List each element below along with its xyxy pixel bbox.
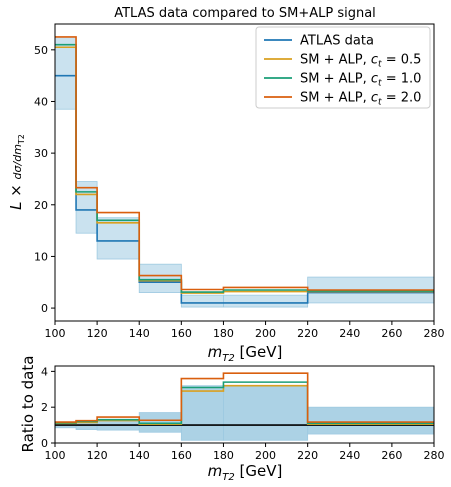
x-tick-label: 220 [297,449,318,462]
main-y-ticks: 0 10 20 30 40 50 [34,44,55,315]
ratio-series-layer [55,372,434,425]
ratio-x-ticks: 100 120 140 160 180 200 220 240 260 280 [45,443,445,462]
y-tick-label: 10 [34,250,48,263]
y-tick-label: 30 [34,147,48,160]
main-x-ticks: 100 120 140 160 180 200 220 240 260 280 [45,321,445,340]
y-tick-label: 20 [34,199,48,212]
legend-label-2: SM + ALP, ct = 1.0 [300,72,421,89]
x-tick-label: 160 [171,449,192,462]
legend-label-1: SM + ALP, ct = 0.5 [300,53,421,70]
main-title: ATLAS data compared to SM+ALP signal [114,6,376,21]
legend-box [255,26,431,109]
x-tick-label: 180 [213,327,234,340]
data-uncertainty-band [96,217,140,260]
data-uncertainty-band [180,294,224,308]
y-tick-label: 0 [41,437,48,450]
main-plot-frame [54,23,435,322]
x-tick-label: 140 [129,327,150,340]
ratio-uncertainty-band [307,406,435,435]
x-tick-label: 120 [87,327,108,340]
main-panel: 100 120 140 160 180 200 220 240 260 280 0 10 20 30 40… [7,23,445,364]
ratio-series-line-1 [55,381,434,425]
y-tick-label: 50 [34,44,48,57]
series-line-0 [55,74,434,304]
x-tick-label: 160 [171,327,192,340]
x-tick-label: 220 [297,327,318,340]
x-tick-label: 280 [424,327,445,340]
ratio-y-ticks: 0 2 4 [41,365,55,450]
x-tick-label: 200 [255,327,276,340]
data-uncertainty-band [138,263,182,293]
x-tick-label: 180 [213,449,234,462]
main-y-axis-label: L × dσ/dmT2 [7,134,26,210]
data-uncertainty-band [223,294,309,308]
y-tick-label: 40 [34,95,48,108]
data-uncertainty-band [75,181,98,234]
x-tick-label: 100 [45,327,66,340]
x-tick-label: 260 [381,327,402,340]
ratio-y-axis-label: Ratio to data [19,356,37,453]
ratio-uncertainty-band [138,412,182,433]
x-tick-label: 200 [255,449,276,462]
legend-label-0: ATLAS data [300,34,374,49]
legend-entries: ATLAS data SM + ALP, ct = 0.5 SM + ALP, ct… [264,34,421,108]
ratio-panel: 100 120 140 160 180 200 220 240 260 280 0 2 4 mT2 [… [19,356,445,483]
y-tick-label: 4 [41,365,48,378]
x-tick-label: 140 [129,449,150,462]
ratio-uncertainty-band [223,385,309,441]
main-x-axis-label: mT2 [GeV] [208,343,283,364]
ratio-band-layer [54,385,435,441]
x-tick-label: 240 [339,327,360,340]
y-tick-label: 2 [41,401,48,414]
ratio-series-line-2 [55,372,434,423]
ratio-uncertainty-band [180,385,224,441]
main-series-layer [55,36,434,304]
ratio-x-axis-label: mT2 [GeV] [208,462,283,483]
series-line-3 [55,36,434,291]
ratio-series-line-0 [55,384,434,425]
x-tick-label: 120 [87,449,108,462]
x-tick-label: 240 [339,449,360,462]
ratio-plot-frame [54,365,435,444]
x-tick-label: 260 [381,449,402,462]
x-tick-label: 280 [424,449,445,462]
legend-label-3: SM + ALP, ct = 2.0 [300,91,421,108]
x-tick-label: 100 [45,449,66,462]
legend: ATLAS data SM + ALP, ct = 0.5 SM + ALP, ct… [255,26,431,109]
main-band-layer [54,36,435,308]
y-tick-label: 0 [41,302,48,315]
series-line-2 [55,43,434,293]
